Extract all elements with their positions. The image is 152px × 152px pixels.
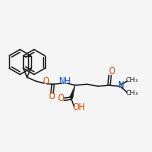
- Polygon shape: [69, 85, 75, 99]
- Text: N: N: [117, 81, 123, 90]
- Text: OH: OH: [72, 103, 85, 112]
- Text: O: O: [57, 94, 64, 103]
- Text: O: O: [42, 77, 49, 86]
- Text: CH₃: CH₃: [126, 77, 138, 83]
- Text: O: O: [48, 92, 55, 101]
- Text: O: O: [109, 67, 115, 76]
- Text: NH: NH: [58, 77, 71, 86]
- Text: CH₃: CH₃: [126, 90, 138, 96]
